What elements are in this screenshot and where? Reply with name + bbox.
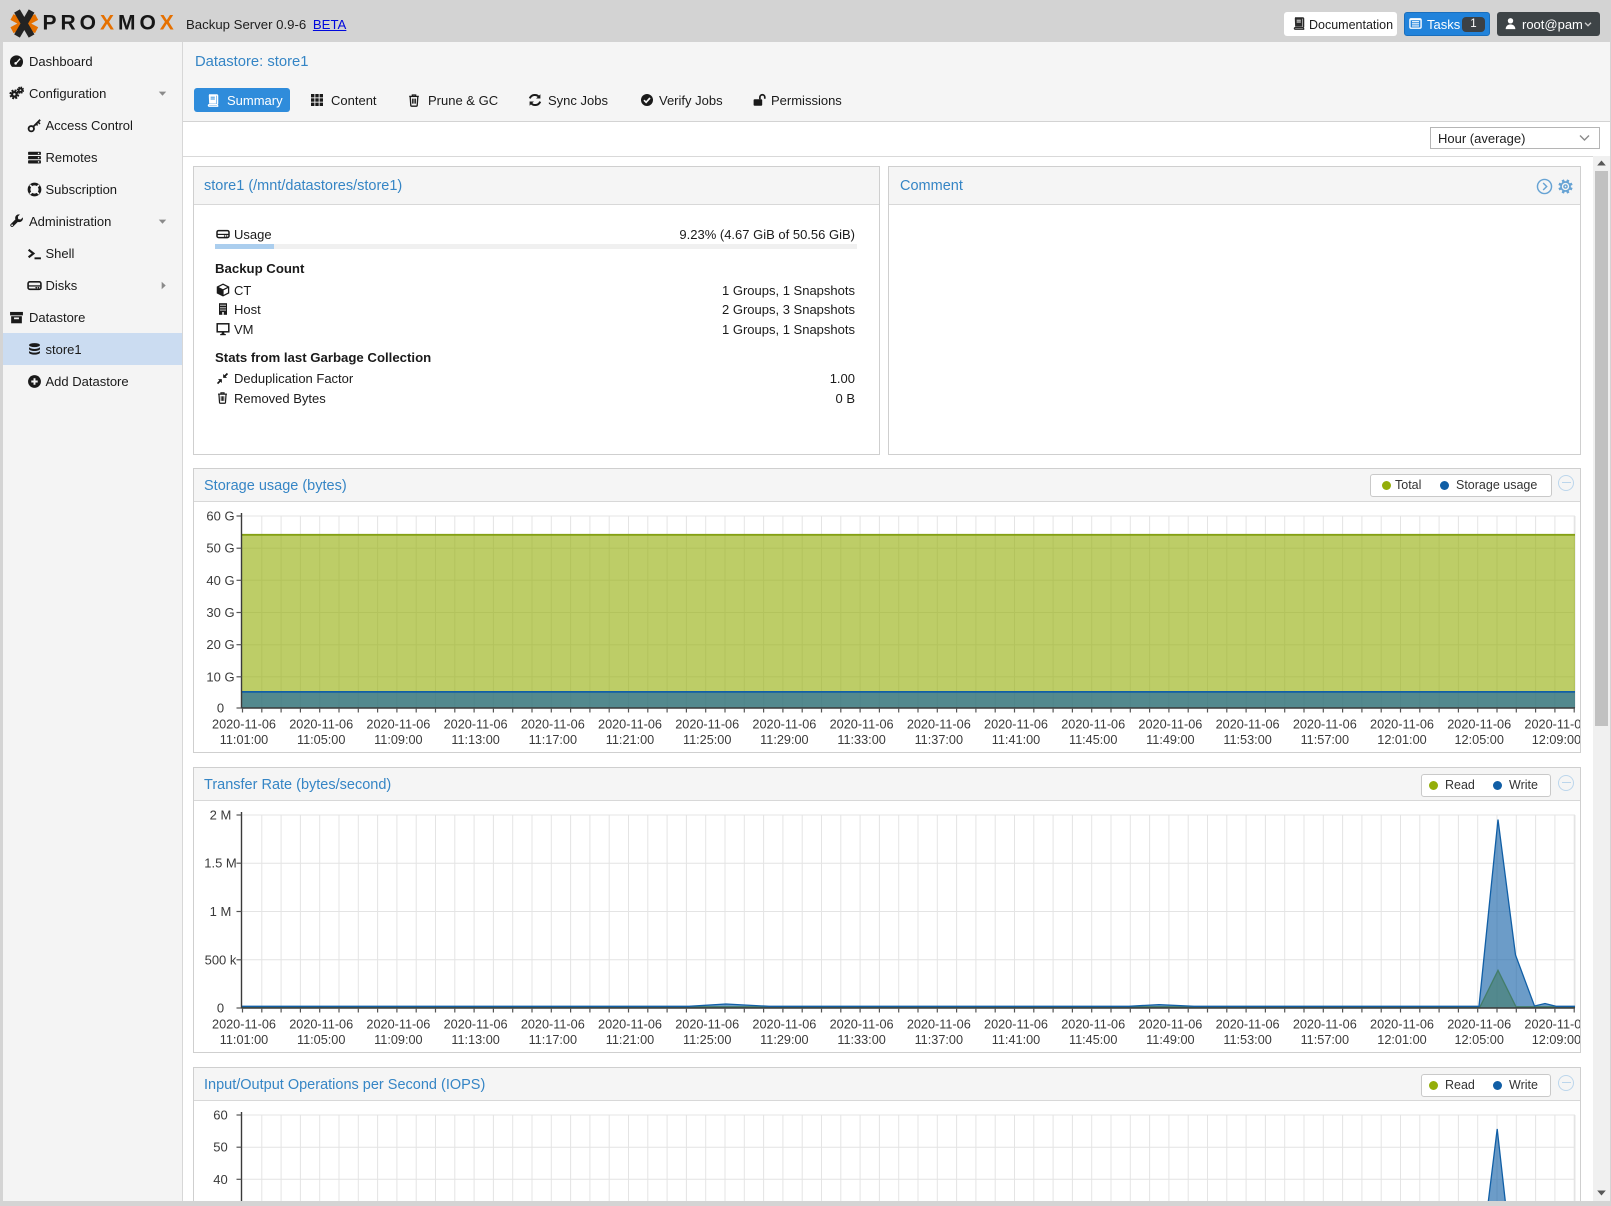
svg-text:11:09:00: 11:09:00 [374,1033,422,1047]
svg-text:11:21:00: 11:21:00 [606,1033,654,1047]
svg-text:11:17:00: 11:17:00 [529,1033,577,1047]
svg-text:11:01:00: 11:01:00 [220,1033,268,1047]
svg-text:2020-11-06: 2020-11-06 [1293,1018,1357,1032]
svg-text:30 G: 30 G [206,605,234,620]
svg-text:11:05:00: 11:05:00 [297,733,345,747]
svg-text:2020-11-06: 2020-11-06 [1370,1018,1434,1032]
svg-text:2020-11-06: 2020-11-06 [1293,718,1357,732]
svg-text:2020-11-06: 2020-11-06 [675,718,739,732]
svg-text:X: X [100,12,118,35]
svg-text:11:05:00: 11:05:00 [297,1033,345,1047]
svg-text:0: 0 [217,701,224,716]
svg-text:500 k: 500 k [205,952,237,967]
svg-text:1 M: 1 M [210,904,232,919]
svg-text:2020-11-06: 2020-11-06 [830,718,894,732]
svg-text:11:57:00: 11:57:00 [1301,733,1349,747]
svg-text:2020-11-06: 2020-11-06 [289,1018,353,1032]
svg-text:2020-11-06: 2020-11-06 [984,1018,1048,1032]
svg-text:2020-11-06: 2020-11-06 [212,718,276,732]
svg-text:12:09:00: 12:09:00 [1532,733,1580,747]
svg-text:2020-11-06: 2020-11-06 [1216,718,1280,732]
svg-text:40: 40 [213,1172,227,1187]
svg-text:2020-11-06: 2020-11-06 [366,718,430,732]
svg-text:2020-11-06: 2020-11-06 [1524,718,1580,732]
svg-text:11:33:00: 11:33:00 [837,733,885,747]
svg-text:2020-11-06: 2020-11-06 [1216,1018,1280,1032]
svg-text:11:21:00: 11:21:00 [606,733,654,747]
svg-text:12:09:00: 12:09:00 [1532,1033,1580,1047]
svg-text:11:37:00: 11:37:00 [915,1033,963,1047]
svg-text:2020-11-06: 2020-11-06 [907,1018,971,1032]
svg-text:12:05:00: 12:05:00 [1455,1033,1504,1047]
svg-text:2020-11-06: 2020-11-06 [984,718,1048,732]
svg-text:11:13:00: 11:13:00 [451,1033,499,1047]
svg-text:2020-11-06: 2020-11-06 [1447,718,1511,732]
svg-text:10 G: 10 G [206,669,234,684]
svg-text:11:41:00: 11:41:00 [992,1033,1040,1047]
svg-text:60: 60 [213,1108,227,1123]
svg-text:11:13:00: 11:13:00 [451,733,499,747]
svg-text:12:01:00: 12:01:00 [1377,733,1426,747]
svg-text:2020-11-06: 2020-11-06 [907,718,971,732]
svg-text:X: X [160,12,178,35]
svg-text:2020-11-06: 2020-11-06 [598,718,662,732]
svg-text:2020-11-06: 2020-11-06 [598,1018,662,1032]
svg-text:2020-11-06: 2020-11-06 [1061,718,1125,732]
svg-text:2020-11-06: 2020-11-06 [1061,1018,1125,1032]
svg-text:11:57:00: 11:57:00 [1301,1033,1349,1047]
svg-text:2020-11-06: 2020-11-06 [675,1018,739,1032]
svg-text:MO: MO [118,12,160,35]
svg-text:11:25:00: 11:25:00 [683,733,731,747]
svg-text:11:25:00: 11:25:00 [683,1033,731,1047]
svg-text:2020-11-06: 2020-11-06 [752,718,816,732]
svg-text:11:17:00: 11:17:00 [529,733,577,747]
svg-text:11:53:00: 11:53:00 [1223,1033,1271,1047]
svg-text:11:41:00: 11:41:00 [992,733,1040,747]
svg-text:11:09:00: 11:09:00 [374,733,422,747]
svg-text:2020-11-06: 2020-11-06 [830,1018,894,1032]
svg-text:11:49:00: 11:49:00 [1146,1033,1194,1047]
svg-text:2020-11-06: 2020-11-06 [752,1018,816,1032]
svg-text:2020-11-06: 2020-11-06 [521,718,585,732]
svg-text:11:53:00: 11:53:00 [1223,733,1271,747]
svg-text:11:45:00: 11:45:00 [1069,733,1117,747]
svg-text:PRO: PRO [43,12,101,35]
svg-text:2020-11-06: 2020-11-06 [1447,1018,1511,1032]
svg-text:11:33:00: 11:33:00 [837,1033,885,1047]
svg-text:11:29:00: 11:29:00 [760,733,808,747]
svg-text:11:01:00: 11:01:00 [220,733,268,747]
svg-text:1.5 M: 1.5 M [204,856,237,871]
svg-text:2 M: 2 M [210,808,232,823]
svg-text:20 G: 20 G [206,637,234,652]
svg-text:11:29:00: 11:29:00 [760,1033,808,1047]
svg-text:2020-11-06: 2020-11-06 [521,1018,585,1032]
svg-text:2020-11-06: 2020-11-06 [1138,718,1202,732]
svg-text:50: 50 [213,1140,227,1155]
svg-text:2020-11-06: 2020-11-06 [212,1018,276,1032]
svg-text:11:49:00: 11:49:00 [1146,733,1194,747]
svg-text:0: 0 [217,1001,224,1016]
svg-text:11:45:00: 11:45:00 [1069,1033,1117,1047]
svg-text:2020-11-06: 2020-11-06 [366,1018,430,1032]
svg-text:2020-11-06: 2020-11-06 [1370,718,1434,732]
svg-text:50 G: 50 G [206,541,234,556]
svg-text:12:05:00: 12:05:00 [1455,733,1504,747]
svg-text:40 G: 40 G [206,573,234,588]
svg-text:2020-11-06: 2020-11-06 [1138,1018,1202,1032]
svg-text:2020-11-06: 2020-11-06 [444,718,508,732]
svg-text:2020-11-06: 2020-11-06 [289,718,353,732]
svg-text:60 G: 60 G [206,509,234,524]
svg-text:2020-11-06: 2020-11-06 [444,1018,508,1032]
svg-text:11:37:00: 11:37:00 [915,733,963,747]
svg-text:12:01:00: 12:01:00 [1377,1033,1426,1047]
svg-text:2020-11-06: 2020-11-06 [1524,1018,1580,1032]
